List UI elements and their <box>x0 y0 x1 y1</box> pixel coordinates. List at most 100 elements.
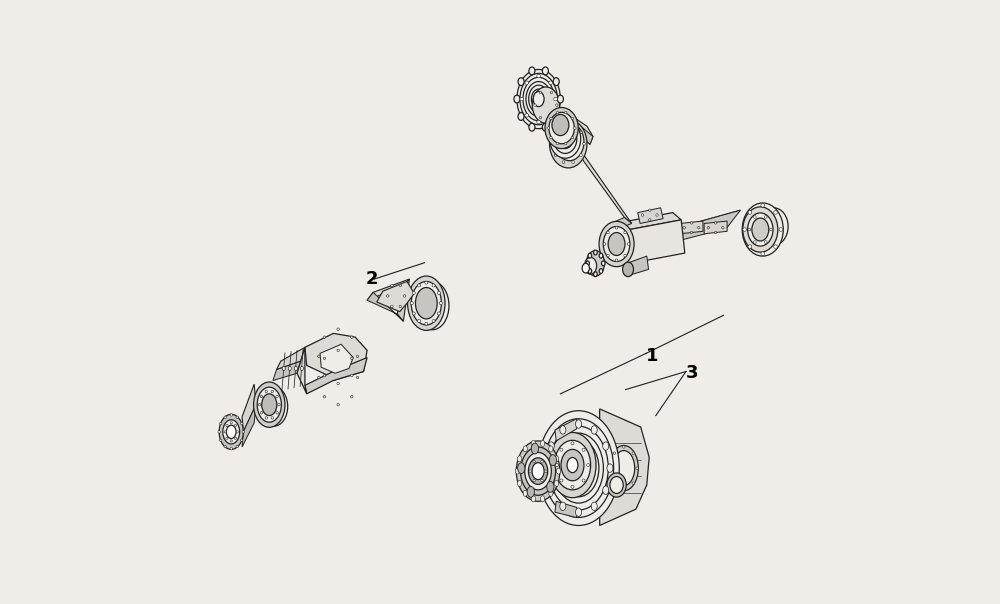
Circle shape <box>386 295 389 297</box>
Circle shape <box>351 374 353 377</box>
Ellipse shape <box>560 502 566 510</box>
Circle shape <box>230 448 232 450</box>
Polygon shape <box>367 292 403 321</box>
Ellipse shape <box>261 387 288 426</box>
Ellipse shape <box>557 95 563 103</box>
Polygon shape <box>675 210 740 242</box>
Ellipse shape <box>531 440 536 446</box>
Circle shape <box>236 445 238 448</box>
Ellipse shape <box>586 251 604 276</box>
Ellipse shape <box>549 490 553 496</box>
Circle shape <box>774 245 777 248</box>
Ellipse shape <box>521 447 556 495</box>
Ellipse shape <box>541 440 545 446</box>
Circle shape <box>437 292 440 294</box>
Ellipse shape <box>594 250 597 255</box>
Circle shape <box>418 284 421 287</box>
Text: 3: 3 <box>686 364 699 382</box>
Ellipse shape <box>515 468 520 474</box>
Circle shape <box>615 259 618 262</box>
Ellipse shape <box>219 414 243 449</box>
Circle shape <box>323 374 326 377</box>
Ellipse shape <box>553 78 559 86</box>
Ellipse shape <box>548 486 554 494</box>
Circle shape <box>609 467 612 469</box>
Circle shape <box>230 422 232 424</box>
Ellipse shape <box>226 425 236 439</box>
Ellipse shape <box>601 261 605 266</box>
Circle shape <box>722 226 724 229</box>
Circle shape <box>351 396 353 398</box>
Circle shape <box>525 114 529 117</box>
Ellipse shape <box>550 120 587 168</box>
Circle shape <box>627 243 630 245</box>
Circle shape <box>539 117 542 119</box>
Circle shape <box>537 74 540 78</box>
Ellipse shape <box>529 85 549 113</box>
Ellipse shape <box>560 426 566 434</box>
Circle shape <box>574 127 576 129</box>
Ellipse shape <box>556 468 561 474</box>
Circle shape <box>323 396 326 398</box>
Circle shape <box>224 445 226 448</box>
Ellipse shape <box>538 411 619 525</box>
Polygon shape <box>704 221 727 234</box>
Circle shape <box>764 241 767 243</box>
Ellipse shape <box>416 281 449 330</box>
Circle shape <box>556 104 558 106</box>
Circle shape <box>260 412 263 414</box>
Circle shape <box>571 486 574 488</box>
Circle shape <box>572 161 574 164</box>
Polygon shape <box>556 105 593 144</box>
Ellipse shape <box>607 464 613 472</box>
Circle shape <box>337 328 339 330</box>
Circle shape <box>541 460 543 463</box>
Ellipse shape <box>531 443 539 454</box>
Circle shape <box>271 417 273 419</box>
Circle shape <box>743 228 746 231</box>
Circle shape <box>774 211 777 214</box>
Ellipse shape <box>591 426 597 434</box>
Circle shape <box>234 425 237 426</box>
Ellipse shape <box>518 78 524 86</box>
Circle shape <box>218 431 220 433</box>
Ellipse shape <box>543 419 614 518</box>
Ellipse shape <box>548 442 554 451</box>
Circle shape <box>572 124 574 127</box>
Ellipse shape <box>742 203 783 256</box>
Polygon shape <box>600 409 649 525</box>
Circle shape <box>337 382 339 385</box>
Circle shape <box>240 422 243 425</box>
Polygon shape <box>609 225 621 265</box>
Circle shape <box>582 448 585 451</box>
Ellipse shape <box>554 433 603 503</box>
Circle shape <box>571 117 574 120</box>
Circle shape <box>391 305 393 307</box>
Circle shape <box>541 480 543 482</box>
Circle shape <box>230 414 232 416</box>
Circle shape <box>550 137 552 139</box>
Circle shape <box>632 452 634 454</box>
Circle shape <box>748 245 752 248</box>
Ellipse shape <box>531 89 546 109</box>
Circle shape <box>571 442 574 445</box>
Circle shape <box>615 226 618 229</box>
Ellipse shape <box>603 486 609 494</box>
Circle shape <box>533 460 535 463</box>
Polygon shape <box>277 347 305 370</box>
Ellipse shape <box>591 502 597 510</box>
Circle shape <box>649 219 651 221</box>
Circle shape <box>550 117 553 119</box>
Circle shape <box>707 226 710 229</box>
Circle shape <box>607 254 609 257</box>
Ellipse shape <box>523 490 527 496</box>
Circle shape <box>224 416 226 419</box>
Ellipse shape <box>542 67 548 75</box>
Ellipse shape <box>567 458 578 472</box>
Circle shape <box>399 284 402 287</box>
Ellipse shape <box>582 263 589 273</box>
Circle shape <box>550 117 552 120</box>
Circle shape <box>432 320 435 323</box>
Ellipse shape <box>554 124 577 153</box>
Polygon shape <box>367 279 409 300</box>
